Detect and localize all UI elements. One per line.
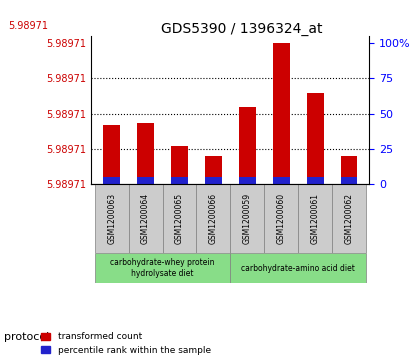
FancyBboxPatch shape — [332, 184, 366, 253]
Text: GSM1200065: GSM1200065 — [175, 193, 184, 244]
Text: GSM1200066: GSM1200066 — [209, 193, 218, 244]
FancyBboxPatch shape — [298, 184, 332, 253]
FancyBboxPatch shape — [95, 253, 230, 283]
Text: GSM1200060: GSM1200060 — [277, 193, 286, 244]
Bar — [341, 177, 357, 184]
FancyBboxPatch shape — [230, 184, 264, 253]
FancyBboxPatch shape — [230, 253, 366, 283]
Text: GDS5390 / 1396324_at: GDS5390 / 1396324_at — [161, 22, 322, 36]
Text: 5.98971: 5.98971 — [8, 21, 48, 31]
Bar — [273, 177, 290, 184]
Text: carbohydrate-amino acid diet: carbohydrate-amino acid diet — [241, 264, 355, 273]
Bar — [341, 156, 357, 177]
Legend: transformed count, percentile rank within the sample: transformed count, percentile rank withi… — [38, 329, 214, 359]
Bar — [239, 177, 256, 184]
Text: carbohydrate-whey protein
hydrolysate diet: carbohydrate-whey protein hydrolysate di… — [110, 258, 215, 278]
Bar — [205, 156, 222, 177]
Text: GSM1200064: GSM1200064 — [141, 193, 150, 244]
Bar — [307, 177, 324, 184]
Bar — [137, 177, 154, 184]
Bar — [307, 93, 324, 177]
FancyBboxPatch shape — [95, 184, 129, 253]
FancyBboxPatch shape — [196, 184, 230, 253]
Bar — [103, 125, 120, 177]
Bar — [239, 107, 256, 177]
Bar — [205, 177, 222, 184]
Text: GSM1200059: GSM1200059 — [243, 193, 252, 244]
Text: protocol: protocol — [4, 332, 49, 342]
Bar — [137, 123, 154, 177]
FancyBboxPatch shape — [129, 184, 163, 253]
Text: GSM1200061: GSM1200061 — [310, 193, 320, 244]
Bar — [171, 146, 188, 177]
Bar — [273, 43, 290, 177]
Text: GSM1200063: GSM1200063 — [107, 193, 116, 244]
FancyBboxPatch shape — [163, 184, 196, 253]
Text: GSM1200062: GSM1200062 — [344, 193, 354, 244]
FancyBboxPatch shape — [264, 184, 298, 253]
Bar — [171, 177, 188, 184]
Text: ▶: ▶ — [41, 332, 49, 342]
Bar — [103, 177, 120, 184]
